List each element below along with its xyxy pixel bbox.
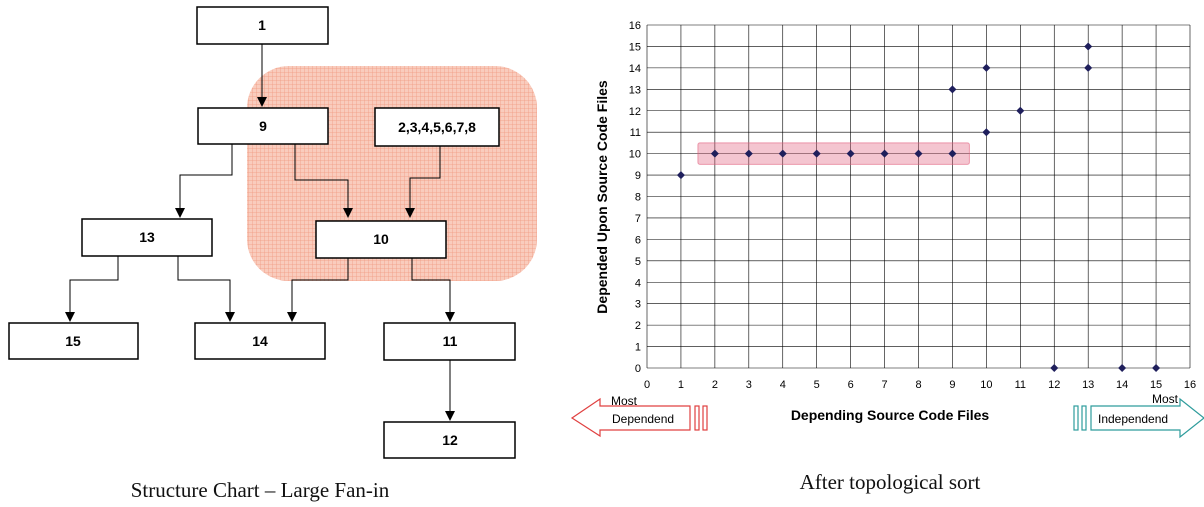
edge-13-to-15 bbox=[65, 256, 119, 322]
x-tick-label: 5 bbox=[814, 379, 820, 391]
edge-13-to-14 bbox=[177, 256, 235, 322]
edge-10-to-14 bbox=[287, 258, 349, 322]
scatter-point bbox=[778, 149, 787, 158]
x-tick-label: 13 bbox=[1082, 379, 1094, 391]
left-caption: Structure Chart – Large Fan-in bbox=[131, 478, 390, 502]
node-1: 1 bbox=[196, 6, 329, 45]
x-tick-label: 14 bbox=[1116, 379, 1128, 391]
most-independend-line2: Independend bbox=[1098, 412, 1168, 426]
y-tick-label: 1 bbox=[635, 342, 641, 354]
svg-text:14: 14 bbox=[252, 333, 268, 349]
y-tick-label: 11 bbox=[630, 127, 641, 139]
scatter-point bbox=[948, 85, 957, 94]
y-tick-label: 3 bbox=[635, 299, 641, 311]
scatter-point bbox=[1050, 364, 1059, 372]
y-tick-label: 2 bbox=[635, 320, 641, 332]
right-caption: After topological sort bbox=[800, 470, 981, 494]
x-tick-label: 9 bbox=[949, 379, 955, 391]
edge-10-to-11 bbox=[411, 258, 455, 322]
scatter-point bbox=[1152, 364, 1161, 372]
edge-2to8-to-10 bbox=[405, 146, 441, 218]
scatter-point bbox=[982, 128, 991, 137]
svg-text:1: 1 bbox=[258, 17, 266, 33]
y-tick-label: 16 bbox=[629, 20, 641, 32]
most-independend-arrow: Most Independend bbox=[1073, 392, 1204, 439]
y-tick-label: 7 bbox=[635, 213, 641, 225]
grid-lines bbox=[646, 24, 1191, 369]
svg-text:9: 9 bbox=[259, 118, 267, 134]
node-10: 10 bbox=[315, 220, 447, 259]
node-2-to-8: 2,3,4,5,6,7,8 bbox=[374, 107, 500, 147]
svg-text:15: 15 bbox=[65, 333, 81, 349]
y-tick-label: 6 bbox=[635, 234, 641, 246]
scatter-point bbox=[710, 149, 719, 158]
highlight-band bbox=[697, 142, 970, 165]
x-tick-label: 8 bbox=[915, 379, 921, 391]
scatter-point bbox=[1084, 42, 1093, 51]
y-tick-label: 12 bbox=[629, 106, 641, 118]
y-tick-label: 15 bbox=[629, 41, 641, 53]
node-11: 11 bbox=[383, 322, 516, 361]
x-tick-label: 4 bbox=[780, 379, 786, 391]
scatter-point bbox=[948, 149, 957, 158]
scatter-point bbox=[982, 63, 991, 72]
most-independend-line1: Most bbox=[1152, 392, 1179, 406]
scatter-point bbox=[1118, 364, 1127, 372]
x-tick-label: 12 bbox=[1048, 379, 1060, 391]
scatter-point bbox=[744, 149, 753, 158]
edge-9-to-10 bbox=[294, 144, 353, 218]
scatter-point bbox=[1084, 63, 1093, 72]
most-dependend-arrow: Most Dependend bbox=[570, 394, 708, 438]
scatter-point bbox=[1016, 106, 1025, 115]
y-tick-label: 9 bbox=[635, 170, 641, 182]
structure-chart: 1 9 2,3,4,5,6,7,8 13 10 15 14 11 bbox=[8, 6, 537, 502]
svg-text:11: 11 bbox=[443, 333, 458, 349]
node-9: 9 bbox=[197, 107, 329, 145]
most-dependend-line2: Dependend bbox=[612, 412, 674, 426]
data-points bbox=[676, 42, 1161, 372]
x-tick-label: 0 bbox=[644, 379, 650, 391]
x-tick-label: 2 bbox=[712, 379, 718, 391]
y-tick-label: 8 bbox=[635, 192, 641, 204]
scatter-point bbox=[676, 171, 685, 180]
node-13: 13 bbox=[81, 218, 213, 257]
x-tick-label: 7 bbox=[882, 379, 888, 391]
scatter-point bbox=[812, 149, 821, 158]
node-15: 15 bbox=[8, 322, 139, 360]
y-tick-label: 10 bbox=[629, 149, 641, 161]
svg-text:12: 12 bbox=[442, 432, 458, 448]
most-dependend-line1: Most bbox=[611, 394, 638, 408]
y-tick-label: 0 bbox=[635, 363, 641, 375]
y-tick-label: 5 bbox=[635, 256, 641, 268]
svg-text:2,3,4,5,6,7,8: 2,3,4,5,6,7,8 bbox=[398, 119, 476, 135]
x-tick-label: 11 bbox=[1015, 379, 1026, 391]
x-axis-title: Depending Source Code Files bbox=[791, 407, 990, 423]
node-14: 14 bbox=[194, 322, 326, 360]
y-tick-label: 13 bbox=[629, 84, 641, 96]
x-tick-label: 3 bbox=[746, 379, 752, 391]
scatter-point bbox=[914, 149, 923, 158]
y-axis-title: Depended Upon Source Code Files bbox=[594, 80, 610, 314]
edge-9-to-13 bbox=[175, 144, 233, 218]
x-tick-label: 6 bbox=[848, 379, 854, 391]
scatter-point bbox=[880, 149, 889, 158]
x-tick-label: 1 bbox=[678, 379, 684, 391]
y-tick-label: 4 bbox=[635, 277, 641, 289]
node-12: 12 bbox=[383, 421, 516, 459]
x-tick-label: 15 bbox=[1150, 379, 1162, 391]
scatter-point bbox=[846, 149, 855, 158]
x-tick-label: 10 bbox=[980, 379, 992, 391]
x-tick-labels: 0 1 2 3 4 5 6 7 8 9 10 11 12 13 14 15 16 bbox=[644, 379, 1196, 391]
x-tick-label: 16 bbox=[1184, 379, 1196, 391]
y-tick-label: 14 bbox=[629, 63, 641, 75]
svg-text:13: 13 bbox=[139, 229, 155, 245]
svg-text:10: 10 bbox=[373, 231, 389, 247]
